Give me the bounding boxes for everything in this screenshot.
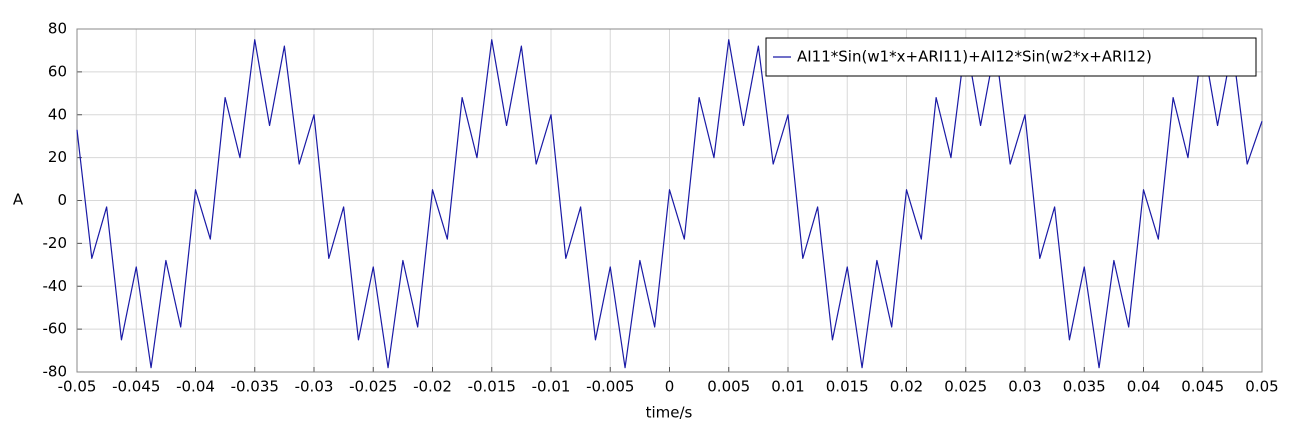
x-tick-label: 0.035	[1063, 378, 1106, 396]
x-tick-label: 0.05	[1245, 378, 1278, 396]
x-axis-label: time/s	[646, 404, 693, 422]
x-tick-label: 0.03	[1008, 378, 1041, 396]
x-tick-label: 0.025	[944, 378, 987, 396]
data-line	[76, 39, 1263, 369]
y-tick-label: 40	[48, 105, 67, 123]
x-tick-label: -0.02	[413, 378, 452, 396]
y-axis-label: A	[13, 191, 24, 209]
x-tick-label: -0.05	[58, 378, 97, 396]
x-tick-label: 0	[665, 378, 675, 396]
plot-frame	[76, 28, 1263, 373]
x-tick-label: 0.045	[1181, 378, 1224, 396]
legend-label: AI11*Sin(w1*x+ARI11)+AI12*Sin(w2*x+ARI12…	[797, 48, 1152, 66]
y-tick-label: -40	[43, 277, 68, 295]
y-tick-label: 0	[57, 191, 67, 209]
y-tick-label: 20	[48, 148, 67, 166]
x-tick-label: -0.035	[231, 378, 279, 396]
x-tick-label: 0.02	[890, 378, 923, 396]
x-tick-label: -0.03	[295, 378, 334, 396]
x-tick-label: -0.005	[586, 378, 634, 396]
legend: AI11*Sin(w1*x+ARI11)+AI12*Sin(w2*x+ARI12…	[765, 37, 1257, 77]
x-tick-label: 0.04	[1127, 378, 1160, 396]
y-tick-label: -80	[43, 363, 68, 381]
x-tick-label: -0.01	[532, 378, 571, 396]
y-tick-label: 80	[48, 20, 67, 38]
y-tick-label: -20	[43, 234, 68, 252]
x-tick-label: 0.01	[771, 378, 804, 396]
x-tick-label: -0.045	[112, 378, 160, 396]
legend-box	[765, 37, 1257, 77]
x-tick-label: -0.025	[349, 378, 397, 396]
y-tick-label: -60	[43, 320, 68, 338]
x-tick-label: -0.04	[176, 378, 215, 396]
y-tick-label: 60	[48, 62, 67, 80]
x-tick-label: 0.005	[707, 378, 750, 396]
x-tick-label: 0.015	[826, 378, 869, 396]
x-tick-label: -0.015	[468, 378, 516, 396]
